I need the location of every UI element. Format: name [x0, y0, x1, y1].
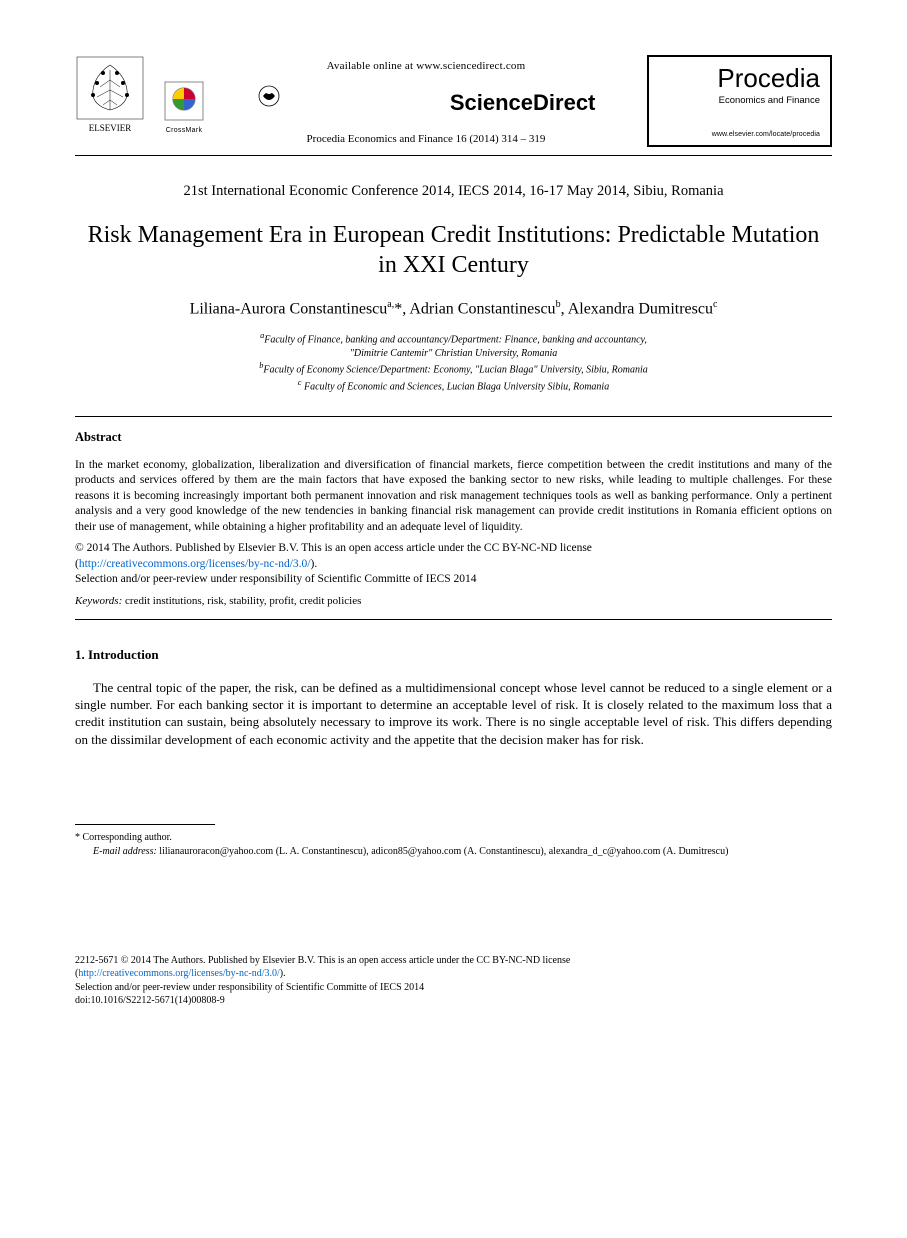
keywords-text: credit institutions, risk, stability, pr… [122, 595, 361, 607]
footer-doi: doi:10.1016/S2212-5671(14)00808-9 [75, 995, 225, 1006]
journal-box: Procedia Economics and Finance www.elsev… [647, 55, 832, 147]
copyright-block: © 2014 The Authors. Published by Elsevie… [75, 541, 832, 588]
copyright-line1: © 2014 The Authors. Published by Elsevie… [75, 542, 592, 554]
crossmark-label: CrossMark [163, 126, 205, 135]
affil-a2: "Dimitrie Cantemir" Christian University… [350, 348, 558, 359]
paper-title: Risk Management Era in European Credit I… [85, 220, 822, 280]
publisher-logos: ELSEVIER CrossMark [75, 55, 205, 135]
corresponding-mark: * Corresponding author. [75, 831, 832, 845]
abstract-bottom-rule [75, 619, 832, 620]
elsevier-logo: ELSEVIER [75, 55, 145, 135]
header-center: Available online at www.sciencedirect.co… [205, 55, 647, 146]
abstract-top-rule [75, 416, 832, 417]
footer-block: 2212-5671 © 2014 The Authors. Published … [75, 954, 832, 1008]
journal-url: www.elsevier.com/locate/procedia [659, 130, 820, 139]
author-1: Liliana-Aurora Constantinescu [190, 300, 388, 317]
journal-name: Procedia [659, 65, 820, 91]
footnote-rule [75, 824, 215, 825]
peer-review-line: Selection and/or peer-review under respo… [75, 573, 477, 585]
elsevier-tree-icon: ELSEVIER [75, 55, 145, 135]
section-1-body: The central topic of the paper, the risk… [75, 679, 832, 748]
affiliations: aFaculty of Finance, banking and account… [75, 330, 832, 394]
footer-peer: Selection and/or peer-review under respo… [75, 982, 424, 993]
affil-b: Faculty of Economy Science/Department: E… [263, 364, 647, 375]
affil-a: Faculty of Finance, banking and accounta… [264, 334, 647, 345]
author-list: Liliana-Aurora Constantinescua,*, Adrian… [75, 298, 832, 320]
crossmark-icon [164, 81, 204, 121]
crossmark-badge[interactable]: CrossMark [163, 81, 205, 135]
available-online-text: Available online at www.sciencedirect.co… [205, 59, 647, 74]
email-addresses: lilianauroracon@yahoo.com (L. A. Constan… [157, 846, 729, 857]
author-2: Adrian Constantinescu [409, 300, 555, 317]
footer-license-close: ). [280, 968, 286, 979]
sciencedirect-logo: ScienceDirect [205, 82, 647, 118]
sciencedirect-text: ScienceDirect [450, 90, 596, 115]
sciencedirect-wordmark-icon [257, 82, 447, 110]
affil-c: Faculty of Economic and Sciences, Lucian… [301, 381, 609, 392]
corresponding-author-block: * Corresponding author. E-mail address: … [75, 831, 832, 859]
author-1-mark: *, [394, 300, 409, 317]
abstract-heading: Abstract [75, 429, 832, 446]
header: ELSEVIER CrossMark Available online at w… [75, 55, 832, 147]
footer-license-link[interactable]: http://creativecommons.org/licenses/by-n… [78, 968, 279, 979]
email-label: E-mail address: [93, 846, 157, 857]
svg-text:ELSEVIER: ELSEVIER [89, 123, 132, 133]
author-3-sup: c [713, 299, 717, 310]
license-link[interactable]: http://creativecommons.org/licenses/by-n… [79, 558, 311, 570]
footer-issn: 2212-5671 © 2014 The Authors. Published … [75, 955, 570, 966]
conference-line: 21st International Economic Conference 2… [75, 182, 832, 202]
license-close: ). [311, 558, 318, 570]
citation: Procedia Economics and Finance 16 (2014)… [205, 132, 647, 147]
header-rule [75, 155, 832, 156]
author-3: Alexandra Dumitrescu [568, 300, 713, 317]
journal-subtitle: Economics and Finance [659, 95, 820, 108]
section-1-heading: 1. Introduction [75, 646, 832, 664]
abstract-body: In the market economy, globalization, li… [75, 458, 832, 536]
author-sep: , [561, 300, 568, 317]
keywords-line: Keywords: credit institutions, risk, sta… [75, 594, 832, 609]
keywords-label: Keywords: [75, 595, 122, 607]
